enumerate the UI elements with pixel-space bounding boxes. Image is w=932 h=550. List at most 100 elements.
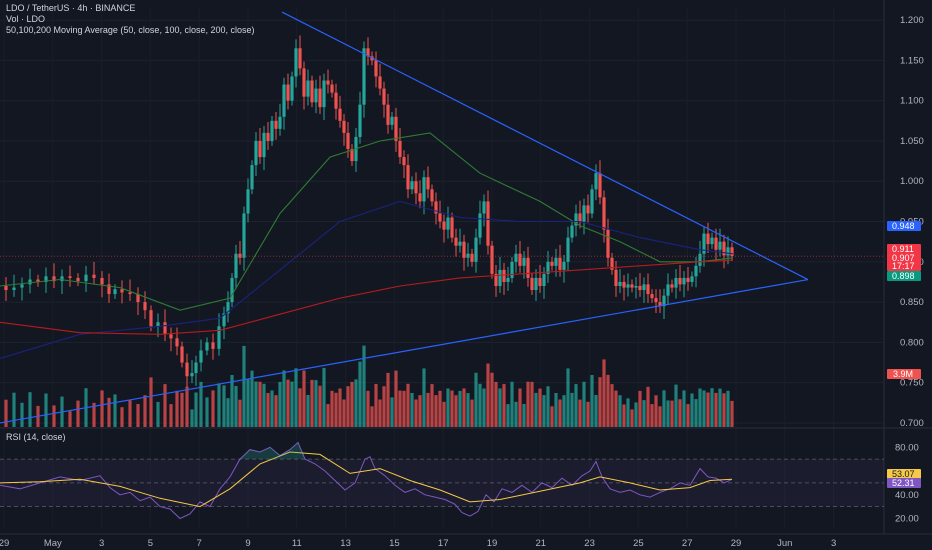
- volume-bar: [462, 388, 466, 427]
- candle: [634, 285, 638, 288]
- volume-bar: [242, 345, 246, 427]
- y-tick-label: 0.700: [900, 418, 924, 429]
- volume-bar: [298, 388, 302, 427]
- volume-bar: [678, 399, 682, 427]
- volume-bar: [226, 398, 230, 427]
- volume-bar: [286, 379, 290, 427]
- rsi-tick-label: 40.00: [895, 490, 919, 501]
- candle: [242, 213, 246, 258]
- volume-bar: [169, 404, 173, 427]
- volume-bar: [113, 394, 117, 427]
- candle: [718, 241, 722, 250]
- ma-100-line: [0, 200, 734, 360]
- volume-bar: [450, 390, 454, 427]
- volume-bar: [638, 390, 642, 427]
- volume-bar: [466, 393, 470, 427]
- lower-trendline: [0, 278, 809, 424]
- volume-bar: [322, 367, 326, 427]
- candle: [382, 88, 386, 105]
- candle: [314, 88, 318, 103]
- volume-bar: [514, 401, 518, 427]
- candle: [642, 284, 646, 291]
- volume-bar: [156, 401, 160, 427]
- volume-bar: [474, 372, 478, 427]
- candle: [28, 279, 32, 285]
- volume-bar: [570, 392, 574, 427]
- x-tick-label: 7: [197, 538, 202, 549]
- volume-bar: [398, 390, 402, 427]
- candle: [20, 284, 24, 288]
- volume-bar: [594, 395, 598, 427]
- volume-bar: [478, 383, 482, 427]
- candle: [149, 310, 153, 327]
- candle: [710, 237, 714, 245]
- volume-bar: [602, 359, 606, 427]
- price-tag: [887, 244, 921, 254]
- candle: [530, 277, 534, 291]
- volume-bar: [546, 386, 550, 427]
- price-pane: [0, 0, 932, 535]
- candle: [394, 116, 398, 141]
- volume-bar: [217, 383, 221, 427]
- candle: [426, 177, 430, 190]
- x-tick-label: 21: [536, 538, 547, 549]
- candle: [286, 84, 290, 101]
- price-tag: [887, 271, 921, 281]
- volume-bar: [446, 388, 450, 427]
- volume-bar: [262, 383, 266, 427]
- axes: 1.2001.1501.1001.0501.0000.9500.9000.850…: [0, 15, 924, 549]
- rsi-overbought-fill: [232, 442, 310, 460]
- candle: [422, 177, 426, 202]
- candle: [258, 140, 262, 158]
- volume-bar: [266, 393, 270, 427]
- candle: [534, 277, 538, 291]
- price-tag-label: 17:17: [892, 261, 915, 271]
- candle: [266, 132, 270, 141]
- volume-bar: [710, 388, 714, 427]
- volume-bar: [558, 399, 562, 427]
- candle: [406, 165, 410, 190]
- rsi-value-label: 53.07: [892, 469, 915, 479]
- volume-bar: [394, 370, 398, 427]
- candle: [674, 277, 678, 288]
- candle: [52, 276, 56, 282]
- candle: [678, 277, 682, 285]
- candle: [502, 269, 506, 282]
- candle: [430, 189, 434, 202]
- candle: [350, 149, 354, 162]
- y-tick-label: 1.100: [900, 96, 924, 107]
- candle: [169, 334, 173, 339]
- candle: [574, 213, 578, 226]
- candle: [626, 284, 630, 288]
- candle: [726, 247, 730, 256]
- volume-bar: [175, 390, 179, 427]
- volume-bar: [486, 363, 490, 427]
- candle: [658, 302, 662, 307]
- volume-bar: [526, 381, 530, 427]
- candle: [614, 269, 618, 286]
- volume-bar: [346, 386, 350, 427]
- volume-bar: [702, 390, 706, 427]
- candle: [290, 76, 294, 101]
- candle: [362, 48, 366, 105]
- volume-bar: [342, 399, 346, 427]
- candle: [92, 274, 96, 278]
- volume-bar: [278, 381, 282, 427]
- volume-bar: [534, 392, 538, 427]
- candle: [458, 241, 462, 246]
- volume-bar: [626, 398, 630, 427]
- volume-bar: [270, 390, 274, 427]
- volume-bar: [578, 399, 582, 427]
- volume-bar: [354, 379, 358, 427]
- price-tag-label: 0.907: [892, 253, 915, 263]
- volume-bar: [522, 404, 526, 427]
- volume-bar: [718, 388, 722, 427]
- candle: [226, 302, 230, 314]
- candle: [113, 289, 117, 295]
- candle: [338, 108, 342, 121]
- volume-bar: [722, 393, 726, 427]
- candle: [486, 201, 490, 246]
- candle: [330, 84, 334, 93]
- volume-bar: [338, 388, 342, 427]
- volume-bar: [714, 392, 718, 427]
